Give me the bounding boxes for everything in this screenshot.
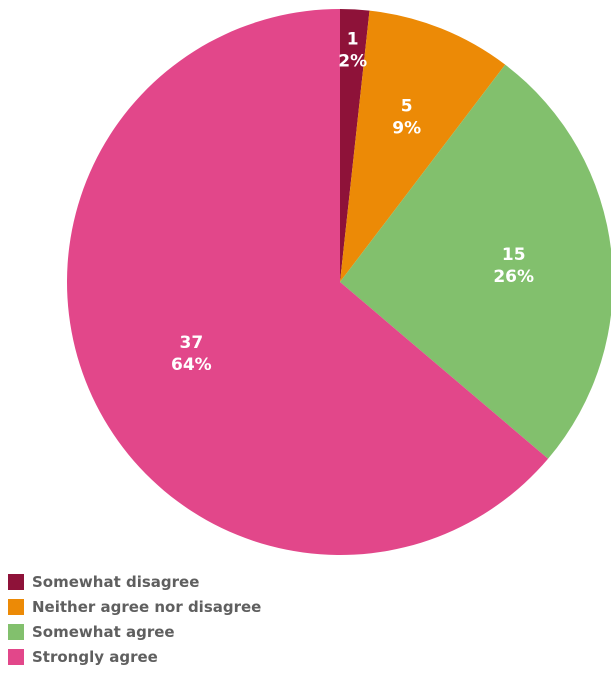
legend-swatch bbox=[8, 599, 24, 615]
legend-item-neither-agree-nor-disagree: Neither agree nor disagree bbox=[8, 598, 261, 616]
legend-item-somewhat-disagree: Somewhat disagree bbox=[8, 573, 199, 591]
slice-value-label: 15 bbox=[502, 245, 526, 265]
pie-slice-somewhat-disagree bbox=[340, 9, 370, 282]
legend-label: Strongly agree bbox=[32, 648, 158, 666]
legend-label: Somewhat disagree bbox=[32, 573, 199, 591]
legend: Somewhat disagree Neither agree nor disag… bbox=[8, 573, 261, 666]
legend-swatch bbox=[8, 574, 24, 590]
slice-value-label: 37 bbox=[180, 333, 204, 353]
slice-percent-label: 2% bbox=[338, 52, 367, 72]
pie-slice-somewhat-agree bbox=[340, 64, 611, 459]
legend-item-strongly-agree: Strongly agree bbox=[8, 648, 158, 666]
legend-swatch bbox=[8, 624, 24, 640]
pie-slices bbox=[66, 9, 611, 555]
legend-label: Neither agree nor disagree bbox=[32, 598, 261, 616]
slice-value-label: 1 bbox=[347, 30, 359, 50]
slice-percent-label: 64% bbox=[171, 355, 212, 375]
legend-label: Somewhat agree bbox=[32, 623, 175, 641]
pie-slice-neither-agree-nor-disagree bbox=[340, 10, 506, 282]
slice-percent-label: 26% bbox=[493, 267, 534, 287]
legend-item-somewhat-agree: Somewhat agree bbox=[8, 623, 175, 641]
legend-swatch bbox=[8, 649, 24, 665]
pie-slice-strongly-agree bbox=[66, 9, 549, 555]
slice-percent-label: 9% bbox=[392, 119, 421, 139]
slice-value-label: 5 bbox=[401, 97, 413, 117]
